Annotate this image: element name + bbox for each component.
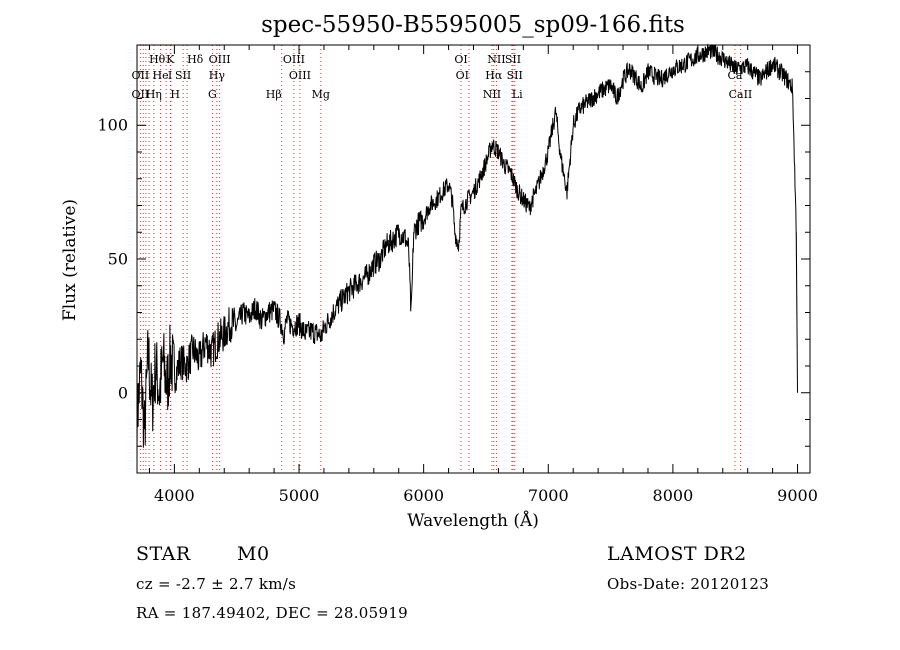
line-label: OII: [132, 69, 150, 82]
line-label: SII: [505, 53, 521, 66]
line-label: Hβ: [266, 88, 282, 101]
line-label: SII: [175, 69, 191, 82]
spectrum-line: [136, 43, 798, 457]
line-label: Hη: [146, 88, 162, 101]
y-tick-label: 50: [107, 249, 128, 269]
line-label: H: [170, 88, 180, 101]
line-label: NII: [487, 53, 505, 66]
x-tick-label: 4000: [154, 486, 195, 505]
line-label: OI: [454, 53, 467, 66]
line-label: K: [166, 53, 175, 66]
line-label: Mg: [312, 88, 330, 101]
object-class: STAR: [136, 543, 191, 565]
x-tick-label: 9000: [777, 486, 818, 505]
x-tick-label: 6000: [403, 486, 444, 505]
line-label: Hα: [485, 69, 503, 82]
survey-name: LAMOST DR2: [607, 543, 747, 565]
line-label: G: [208, 88, 217, 101]
line-label: Hδ: [187, 53, 204, 66]
x-axis-label: Wavelength (Å): [407, 511, 539, 531]
obs-date: Obs-Date: 20120123: [607, 575, 770, 593]
line-label: OI: [456, 69, 469, 82]
y-axis-label: Flux (relative): [60, 198, 80, 322]
y-tick-label: 0: [117, 383, 128, 403]
line-label: CaII: [729, 88, 753, 101]
line-label: Ca: [727, 69, 742, 82]
line-label: OIII: [209, 53, 231, 66]
x-tick-label: 7000: [527, 486, 569, 505]
plot-frame: [136, 44, 811, 474]
chart-title: spec-55950-B5595005_sp09-166.fits: [261, 12, 685, 38]
line-label: OIII: [289, 69, 311, 82]
line-label: He: [153, 69, 169, 82]
y-tick-label: 100: [97, 115, 128, 135]
line-label: SII: [507, 69, 523, 82]
line-markers: [139, 45, 741, 473]
line-label: NII: [483, 88, 501, 101]
coordinates: RA = 187.49402, DEC = 28.05919: [136, 604, 409, 622]
x-tick-label: 5000: [278, 486, 320, 505]
line-label: Li: [512, 88, 523, 101]
redshift-text: cz = -2.7 ± 2.7 km/s: [136, 575, 297, 593]
object-subclass: M0: [237, 543, 270, 565]
line-label: I: [168, 69, 172, 82]
axis-ticks: [137, 45, 810, 473]
line-label: Hθ: [149, 53, 166, 66]
x-tick-label: 8000: [652, 486, 694, 505]
line-label: OII: [132, 88, 150, 101]
line-label: Hγ: [209, 69, 226, 82]
line-label: OIII: [283, 53, 305, 66]
